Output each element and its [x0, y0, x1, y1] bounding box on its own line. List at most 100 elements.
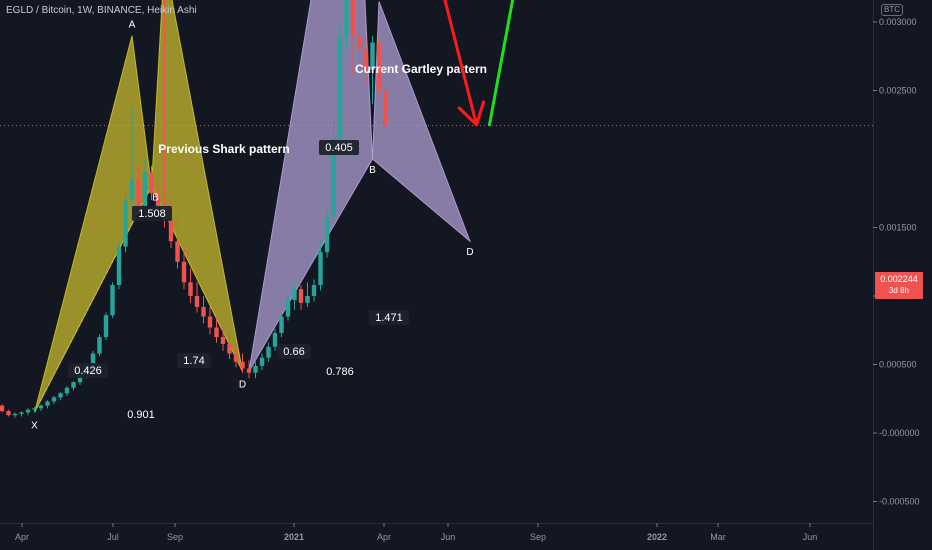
- candle-body: [214, 327, 219, 338]
- candle-body: [331, 138, 336, 217]
- candle-body: [149, 172, 154, 194]
- gartley-pattern-title: Current Gartley pattern: [355, 62, 487, 76]
- candle-body: [246, 368, 252, 373]
- candle-body: [110, 285, 115, 316]
- candle-body: [305, 296, 310, 303]
- candle-body: [19, 412, 24, 414]
- y-tick-label: 0.000500: [879, 360, 917, 370]
- gartley-ratio-xad: 0.786: [326, 366, 354, 378]
- bullish-arrow-shaft: [488, 0, 515, 127]
- gartley-ratio-xab: 0.66: [283, 346, 304, 358]
- shark-ratio-bcd-bg: [177, 353, 211, 368]
- candle-body: [51, 397, 57, 402]
- bearish-arrow-shaft: [443, 0, 478, 127]
- candle-body: [188, 282, 193, 296]
- chart-title: EGLD / Bitcoin, 1W, BINANCE, Heikin Ashi: [6, 5, 197, 16]
- x-tick-label: Sep: [167, 532, 183, 542]
- y-tick-label: 0.002500: [879, 86, 917, 96]
- x-tick-label: Apr: [15, 532, 29, 542]
- candle-body: [207, 316, 213, 328]
- candle-body: [123, 200, 128, 247]
- candle-body: [376, 42, 382, 91]
- x-tick-label: Jun: [441, 532, 456, 542]
- candle-body: [77, 375, 83, 383]
- candle-body: [6, 411, 11, 416]
- x-tick-label: Jul: [107, 532, 119, 542]
- currency-badge[interactable]: BTC: [881, 4, 903, 16]
- candle-body: [272, 332, 278, 347]
- candle-body: [201, 306, 206, 317]
- candle-body: [0, 405, 5, 412]
- candle-body: [370, 42, 375, 70]
- shark-ratio-xac: 0.901: [127, 409, 155, 421]
- candle-body: [266, 346, 271, 358]
- x-tick-label: Jun: [803, 532, 818, 542]
- candle-body: [324, 216, 330, 253]
- candle-body: [220, 337, 226, 344]
- candle-body: [181, 261, 187, 283]
- candle-body: [285, 300, 291, 317]
- shark-point-a: A: [129, 20, 136, 31]
- shark-bcd-triangle: [150, 0, 243, 372]
- bearish-arrow-head: [457, 100, 486, 127]
- x-tick-label: Sep: [530, 532, 546, 542]
- candle-body: [103, 315, 109, 338]
- candle-body: [64, 387, 70, 394]
- gartley-point-d: D: [466, 247, 473, 258]
- shark-ratio-abc: 1.508: [138, 208, 166, 220]
- shark-ratio-bcd: 1.74: [183, 355, 204, 367]
- candle-body: [233, 353, 239, 362]
- gartley-point-b: B: [369, 165, 376, 176]
- candle-body: [142, 172, 148, 207]
- candle-body: [90, 353, 96, 366]
- x-tick-label: Mar: [710, 532, 726, 542]
- candle-body: [194, 296, 200, 307]
- candle-body: [155, 193, 161, 207]
- candle-body: [25, 409, 31, 413]
- shark-ratio-abc-bg: [132, 206, 172, 221]
- candle-body: [363, 49, 369, 70]
- last-price-badge: 0.002244 3d 8h: [875, 272, 923, 299]
- bar-countdown: 3d 8h: [888, 286, 910, 295]
- candle-body: [357, 35, 362, 50]
- shark-ratio-xab: 0.426: [74, 365, 102, 377]
- candle-body: [58, 393, 63, 398]
- candle-body: [45, 401, 50, 406]
- candle-body: [129, 179, 135, 201]
- candle-body: [350, 0, 356, 36]
- gartley-ratio-abc: 0.405: [325, 142, 353, 154]
- candle-body: [311, 285, 317, 296]
- candle-body: [298, 289, 304, 303]
- candle-body: [383, 90, 388, 127]
- x-tick-label: 2022: [647, 532, 667, 542]
- candle-body: [259, 357, 265, 366]
- candle-body: [71, 382, 76, 388]
- shark-point-b: B: [152, 192, 159, 203]
- x-tick-label: 2021: [284, 532, 304, 542]
- candle-body: [136, 179, 141, 207]
- candle-body: [12, 413, 18, 416]
- shark-ratio-xab-bg: [68, 363, 108, 378]
- y-tick-label: 0.003000: [879, 17, 917, 27]
- shark-xb-line: [34, 186, 152, 413]
- y-tick-label: -0.000000: [879, 428, 920, 438]
- gartley-ratio-abc-bg: [319, 140, 359, 155]
- gartley-ratio-bcd: 1.471: [375, 312, 403, 324]
- shark-point-d: D: [239, 379, 246, 390]
- last-price-value: 0.002244: [880, 274, 918, 284]
- candle-body: [175, 241, 180, 262]
- candle-body: [337, 35, 343, 139]
- candle-body: [116, 246, 122, 286]
- y-tick-label: -0.000500: [879, 497, 920, 507]
- candle-body: [168, 220, 174, 242]
- shark-pattern-title: Previous Shark pattern: [158, 142, 289, 156]
- gartley-ratio-xab-bg: [277, 344, 311, 359]
- candle-body: [97, 337, 102, 354]
- candle-body: [279, 316, 284, 333]
- candle-body: [344, 0, 349, 36]
- gartley-ratio-bcd-bg: [369, 310, 409, 325]
- candle-body: [253, 365, 258, 373]
- candle-body: [318, 252, 323, 286]
